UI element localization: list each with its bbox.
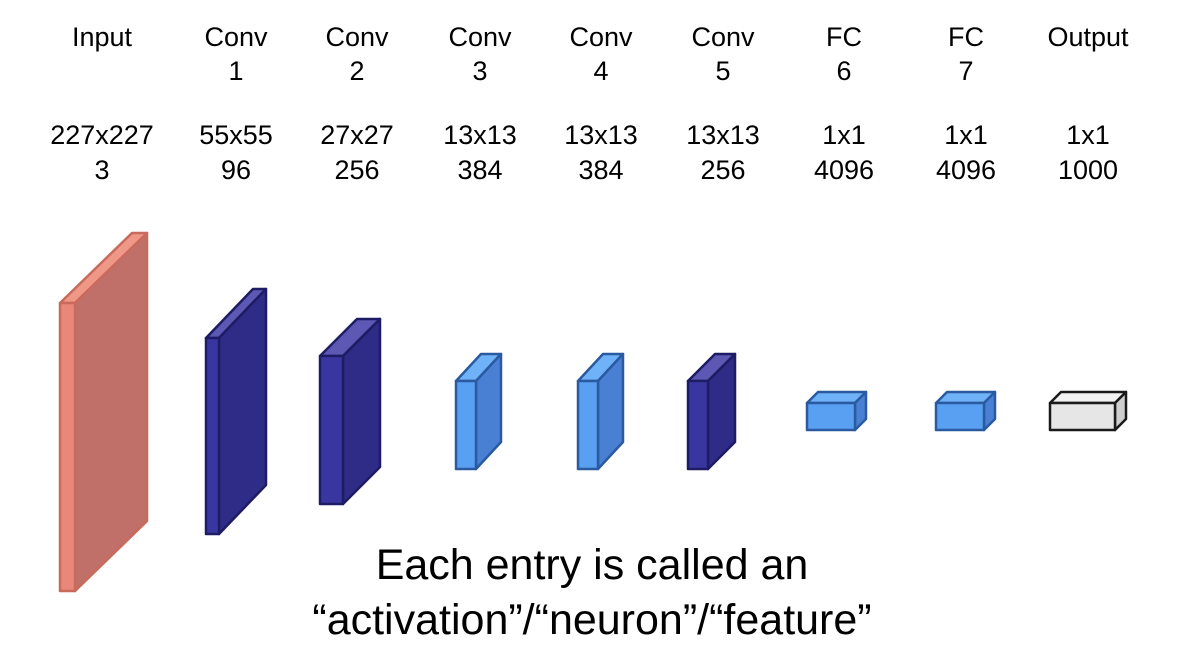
layer-name-line: Conv [448,22,512,52]
layer-block [805,390,868,432]
layer-name-line: Output [1047,22,1129,52]
layer-size: 55x55 [199,120,273,150]
layer-block [204,287,268,536]
layer-depth: 256 [334,155,380,185]
block-front-face [58,301,77,593]
layer-name-line: 1 [228,56,244,86]
layer-size: 13x13 [686,120,760,150]
layer-block [454,352,503,471]
layer-name-line: 6 [836,56,852,86]
block-front-face [805,401,857,432]
caption-line-2: “activation”/“neuron”/“feature” [312,596,872,644]
layer-name: Conv 3 [418,20,542,88]
layer-depth: 4096 [813,155,875,185]
layer-dims: 55x55 96 [174,118,298,188]
layer-name-line: FC [826,22,862,52]
layer-depth: 96 [220,155,252,185]
layer-name-line: Input [71,22,133,52]
layer-name-line: Conv [569,22,633,52]
block-front-face [1048,401,1117,432]
layer-name: Conv 4 [539,20,663,88]
layer-name: Conv 1 [174,20,298,88]
layer-name-line: 2 [349,56,365,86]
layer-dims: 1x1 4096 [782,118,906,188]
layer-name-line: 3 [472,56,488,86]
layer-size: 1x1 [944,120,988,150]
layer-dims: 13x13 384 [418,118,542,188]
layer-dims: 227x227 3 [40,118,164,188]
layer-name-line: 7 [958,56,974,86]
block-front-face [318,354,345,506]
layer-block [318,317,382,506]
layer-depth: 256 [700,155,746,185]
layer-block [686,352,737,471]
layer-block [576,352,625,471]
layer-name-line: 5 [715,56,731,86]
block-front-face [576,379,600,471]
layer-depth: 4096 [935,155,997,185]
layer-dims: 1x1 4096 [904,118,1028,188]
layer-block [58,231,149,593]
layer-name: Input [40,20,164,54]
layer-dims: 1x1 1000 [1026,118,1150,188]
layer-dims: 27x27 256 [295,118,419,188]
layer-name: Output [1026,20,1150,54]
block-front-face [454,379,478,471]
layer-name: Conv 2 [295,20,419,88]
layer-name: FC 6 [782,20,906,88]
layer-size: 27x27 [320,120,394,150]
layer-dims: 13x13 384 [539,118,663,188]
block-top-face [1048,390,1128,405]
layer-size: 13x13 [443,120,517,150]
layer-depth: 384 [457,155,503,185]
layer-dims: 13x13 256 [661,118,785,188]
layer-depth: 3 [94,155,110,185]
layer-name: FC 7 [904,20,1028,88]
layer-size: 13x13 [564,120,638,150]
caption-line-1: Each entry is called an [375,541,809,589]
layer-block [934,390,997,432]
block-front-face [686,379,710,471]
layer-size: 1x1 [1066,120,1110,150]
block-front-face [934,401,986,432]
layer-name-line: 4 [593,56,609,86]
layer-name-line: Conv [691,22,755,52]
layer-name-line: FC [948,22,984,52]
layer-name: Conv 5 [661,20,785,88]
block-front-face [204,336,221,536]
layer-size: 227x227 [50,120,154,150]
layer-depth: 1000 [1057,155,1119,185]
layer-block [1048,390,1128,432]
layer-name-line: Conv [325,22,389,52]
layer-size: 1x1 [822,120,866,150]
layer-name-line: Conv [204,22,268,52]
layer-depth: 384 [578,155,624,185]
